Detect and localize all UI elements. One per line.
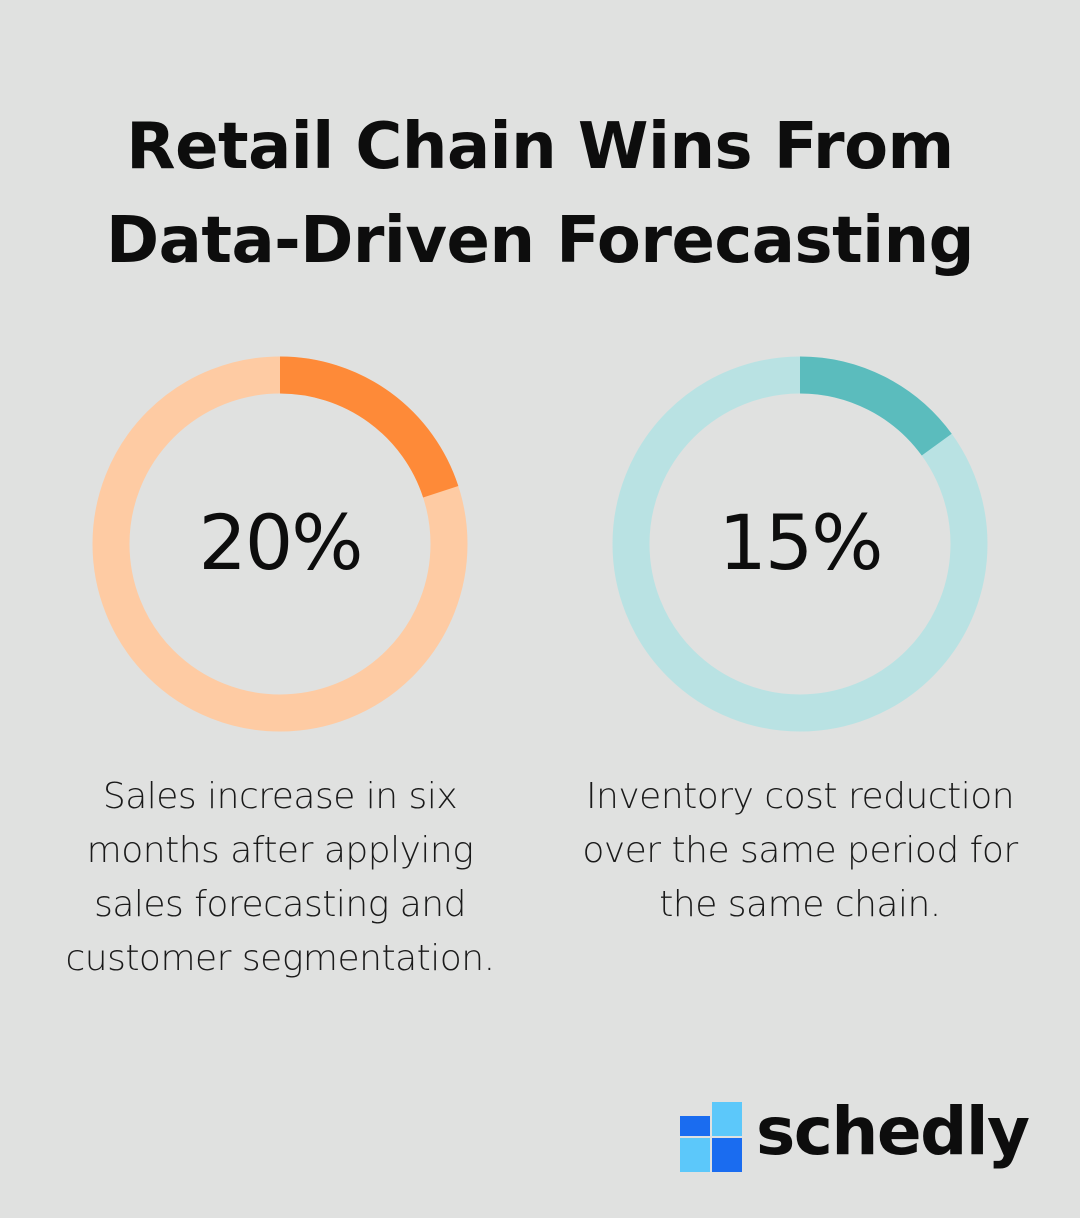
brand-name: schedly [756,1093,1030,1170]
stat-card-inventory: 15% Inventory cost reduction over the sa… [580,350,1020,932]
donut-svg-inventory [612,356,988,732]
stat-description-sales: Sales increase in six months after apply… [65,776,495,979]
donut-arc-sales [279,356,459,498]
logo-square-top-left [680,1116,710,1136]
page-title: Retail Chain Wins From Data-Driven Forec… [0,100,1080,288]
donut-svg-sales [92,356,468,732]
stat-value-inventory: 15% [718,498,884,587]
stat-value-sales: 20% [198,498,364,587]
logo-square-top-right [712,1102,742,1136]
stat-description-inventory: Inventory cost reduction over the same p… [582,776,1018,925]
donut-arc-inventory [799,356,952,456]
logo-square-bottom-right [712,1138,742,1172]
title-line-2: Data-Driven Forecasting [106,204,974,278]
donut-chart-inventory: 15% [580,350,1020,740]
title-line-1: Retail Chain Wins From [126,110,954,184]
logo-square-bottom-left [680,1138,710,1172]
donut-chart-sales: 20% [60,350,500,740]
brand-logo: schedly [678,1093,1048,1178]
schedly-logo-icon [680,1102,742,1172]
stat-card-sales: 20% Sales increase in six months after a… [60,350,500,986]
